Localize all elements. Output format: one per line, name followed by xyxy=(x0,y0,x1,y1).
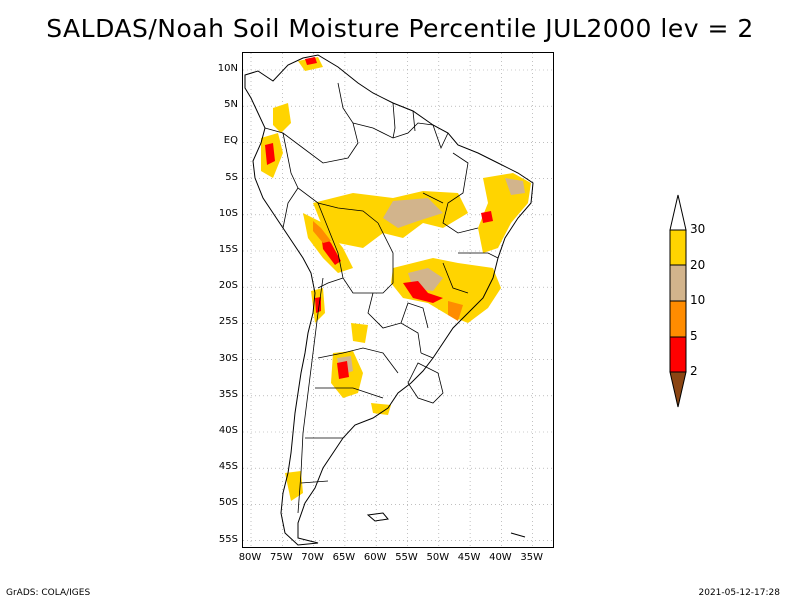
lat-tick-label: 5N xyxy=(224,99,238,111)
lon-tick-label: 45W xyxy=(457,552,481,563)
lon-tick-label: 80W xyxy=(238,552,262,563)
shading-amazon-tan xyxy=(383,198,443,228)
lat-tick-label: 30S xyxy=(218,352,238,364)
shading-argentina-east-yellow xyxy=(351,323,368,343)
legend-swatch-2-5 xyxy=(669,336,687,373)
shading-northeast-red xyxy=(481,211,493,223)
shading-colombia-yellow xyxy=(273,103,291,133)
lat-tick-label: 15S xyxy=(218,244,238,255)
lat-tick-label: 40S xyxy=(218,425,238,436)
legend-label: 20 xyxy=(690,258,706,272)
lat-tick-label: 10S xyxy=(218,207,238,219)
shading-north-coast-red xyxy=(305,57,317,65)
lat-tick-label: 5S xyxy=(225,171,238,183)
soil-moisture-shading xyxy=(261,57,531,501)
lon-tick-label: 55W xyxy=(395,552,418,563)
continent-outline xyxy=(244,54,534,546)
legend-label: 10 xyxy=(690,293,706,307)
legend-swatch-20-30 xyxy=(669,229,687,266)
shading-southeast-orange xyxy=(448,301,463,321)
lon-tick-label: 40W xyxy=(489,552,512,563)
lon-tick-label: 75W xyxy=(269,552,293,563)
lon-tick-label: 65W xyxy=(332,552,356,563)
shading-northeast-tan xyxy=(505,178,525,195)
legend-swatch-10-20 xyxy=(669,264,687,302)
legend-swatch-5-10 xyxy=(669,300,687,338)
shading-patagonia-yellow xyxy=(285,471,303,501)
lon-tick-label: 35W xyxy=(520,552,543,563)
lon-tick-label: 70W xyxy=(301,552,324,563)
lat-tick-label: 55S xyxy=(218,533,238,545)
footer-credit: GrADS: COLA/IGES xyxy=(6,588,91,598)
lat-tick-label: 25S xyxy=(218,316,238,328)
country-borders xyxy=(264,82,499,514)
shading-buenos-aires-yellow xyxy=(371,403,391,415)
legend-colorbar xyxy=(669,194,687,408)
map-title: SALDAS/Noah Soil Moisture Percentile JUL… xyxy=(46,14,754,43)
lon-tick-label: 50W xyxy=(426,552,450,563)
legend-swatch-below-2 xyxy=(669,371,687,408)
lat-tick-label: 50S xyxy=(218,497,238,509)
shading-andes-orange xyxy=(313,221,331,243)
lat-tick-label: 10N xyxy=(217,63,238,74)
shading-southeast-red xyxy=(403,281,443,303)
map-plot-area xyxy=(242,52,554,548)
footer-timestamp: 2021-05-12-17:28 xyxy=(698,588,781,598)
shading-argentina-red xyxy=(337,361,349,379)
legend-label: 5 xyxy=(690,329,698,343)
lat-tick-label: 35S xyxy=(218,388,238,400)
shading-ecuador-red xyxy=(265,143,275,165)
legend-label: 30 xyxy=(690,222,706,236)
legend-swatch-above-30 xyxy=(669,194,687,231)
lon-tick-label: 60W xyxy=(363,552,387,563)
falkland-islands xyxy=(366,512,389,522)
lat-tick-label: 20S xyxy=(218,280,238,292)
lat-tick-label: EQ xyxy=(223,135,238,147)
south-america-map xyxy=(243,53,553,547)
south-georgia xyxy=(510,532,526,538)
legend-label: 2 xyxy=(690,364,698,378)
lat-tick-label: 45S xyxy=(218,461,238,473)
